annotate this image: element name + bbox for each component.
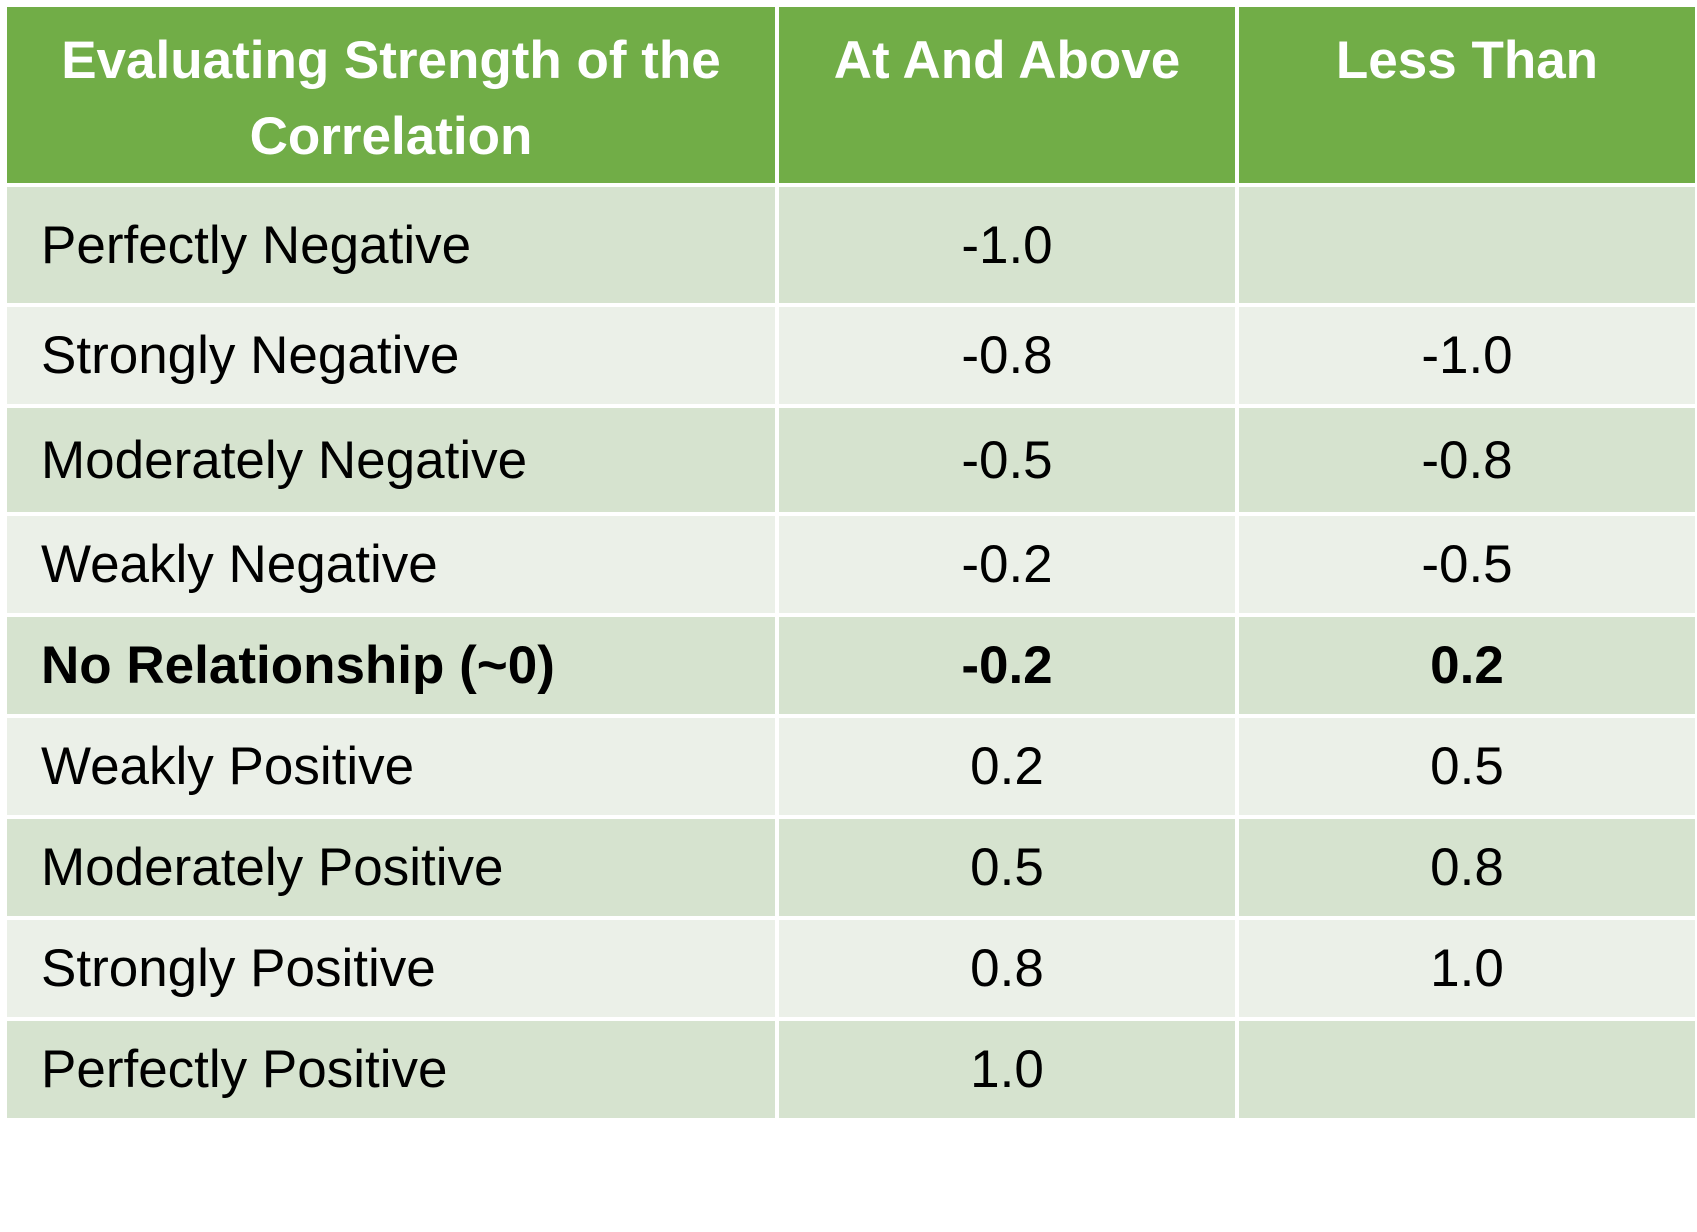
at-and-above-value: -0.5 (779, 408, 1235, 512)
at-and-above-value: 0.2 (779, 718, 1235, 815)
less-than-value: 0.2 (1239, 617, 1695, 714)
less-than-value (1239, 187, 1695, 303)
table-row: Moderately Negative -0.5 -0.8 (7, 408, 1695, 512)
table-row: Strongly Positive 0.8 1.0 (7, 920, 1695, 1017)
header-at-and-above: At And Above (779, 7, 1235, 183)
table-row: Weakly Negative -0.2 -0.5 (7, 516, 1695, 613)
header-strength: Evaluating Strength of the Correlation (7, 7, 775, 183)
row-label: Weakly Negative (7, 516, 775, 613)
less-than-value: 1.0 (1239, 920, 1695, 1017)
table-row: No Relationship (~0) -0.2 0.2 (7, 617, 1695, 714)
table-row: Perfectly Positive 1.0 (7, 1021, 1695, 1118)
header-row: Evaluating Strength of the Correlation A… (7, 7, 1695, 183)
table-row: Strongly Negative -0.8 -1.0 (7, 307, 1695, 404)
row-label: Strongly Positive (7, 920, 775, 1017)
less-than-value (1239, 1021, 1695, 1118)
less-than-value: -0.5 (1239, 516, 1695, 613)
row-label: Moderately Negative (7, 408, 775, 512)
header-less-than: Less Than (1239, 7, 1695, 183)
at-and-above-value: 1.0 (779, 1021, 1235, 1118)
row-label: Weakly Positive (7, 718, 775, 815)
at-and-above-value: -0.2 (779, 516, 1235, 613)
less-than-value: 0.8 (1239, 819, 1695, 916)
correlation-strength-table: Evaluating Strength of the Correlation A… (3, 3, 1697, 1122)
at-and-above-value: 0.5 (779, 819, 1235, 916)
at-and-above-value: 0.8 (779, 920, 1235, 1017)
row-label: No Relationship (~0) (7, 617, 775, 714)
less-than-value: -1.0 (1239, 307, 1695, 404)
table-row: Perfectly Negative -1.0 (7, 187, 1695, 303)
row-label: Strongly Negative (7, 307, 775, 404)
at-and-above-value: -0.8 (779, 307, 1235, 404)
less-than-value: -0.8 (1239, 408, 1695, 512)
table-row: Moderately Positive 0.5 0.8 (7, 819, 1695, 916)
at-and-above-value: -0.2 (779, 617, 1235, 714)
table-row: Weakly Positive 0.2 0.5 (7, 718, 1695, 815)
less-than-value: 0.5 (1239, 718, 1695, 815)
at-and-above-value: -1.0 (779, 187, 1235, 303)
row-label: Perfectly Positive (7, 1021, 775, 1118)
row-label: Moderately Positive (7, 819, 775, 916)
row-label: Perfectly Negative (7, 187, 775, 303)
